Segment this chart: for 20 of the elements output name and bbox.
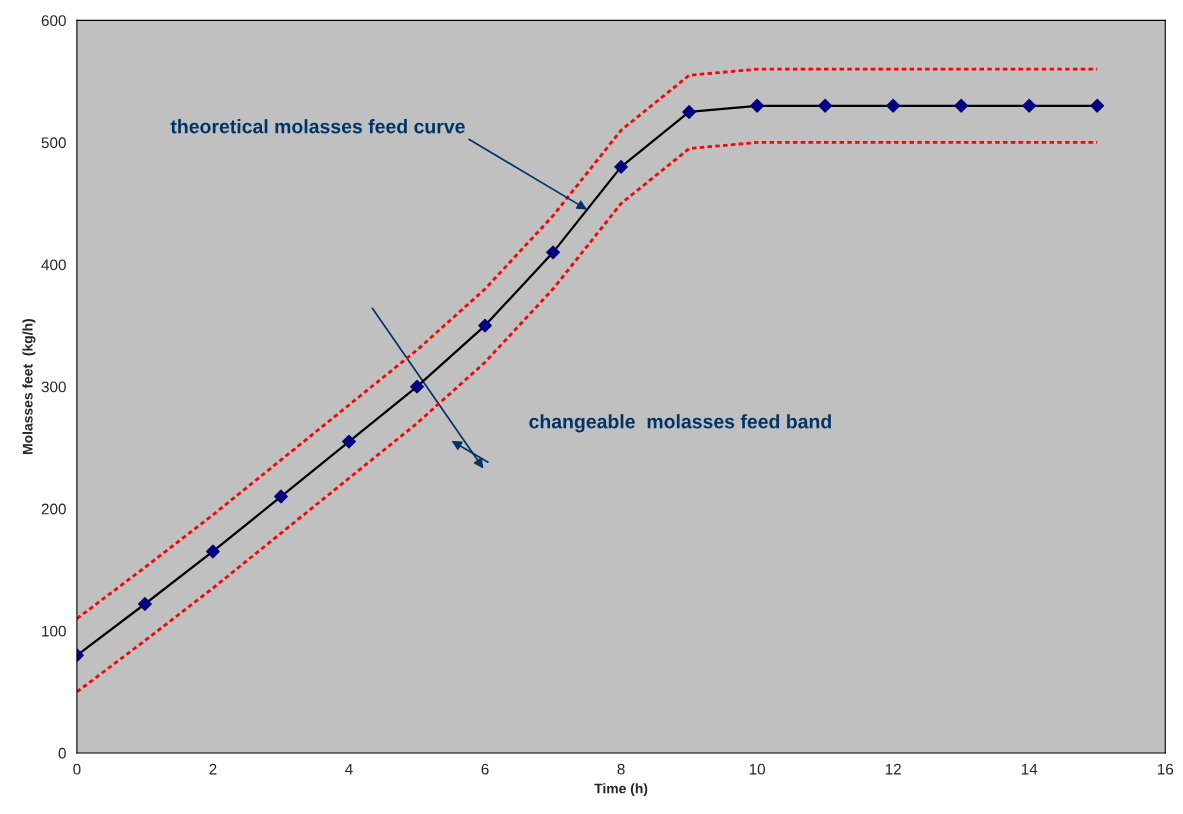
x-tick-label: 16 bbox=[1157, 763, 1174, 775]
annotation: theoretical molasses feed curve bbox=[170, 119, 465, 134]
y-tick-label: 0 bbox=[58, 747, 66, 759]
y-tick-label: 500 bbox=[41, 137, 66, 149]
x-tick-label: 12 bbox=[885, 763, 901, 775]
x-tick-label: 14 bbox=[1021, 763, 1038, 775]
y-axis-title: Molasses feet (kg/h) bbox=[22, 319, 36, 455]
y-tick-label: 300 bbox=[41, 381, 66, 393]
y-tick-label: 600 bbox=[41, 15, 66, 27]
x-tick-label: 8 bbox=[617, 763, 625, 775]
x-tick-label: 6 bbox=[481, 763, 489, 775]
x-tick-label: 10 bbox=[749, 763, 766, 775]
x-tick-label: 2 bbox=[209, 763, 217, 775]
x-tick-label: 0 bbox=[73, 763, 81, 775]
x-axis-title: Time (h) bbox=[594, 783, 648, 797]
annotation: changeable molasses feed band bbox=[529, 414, 831, 433]
y-tick-label: 400 bbox=[41, 259, 66, 271]
y-tick-label: 100 bbox=[42, 625, 66, 637]
y-tick-label: 200 bbox=[41, 503, 66, 515]
x-tick-label: 4 bbox=[345, 763, 353, 775]
